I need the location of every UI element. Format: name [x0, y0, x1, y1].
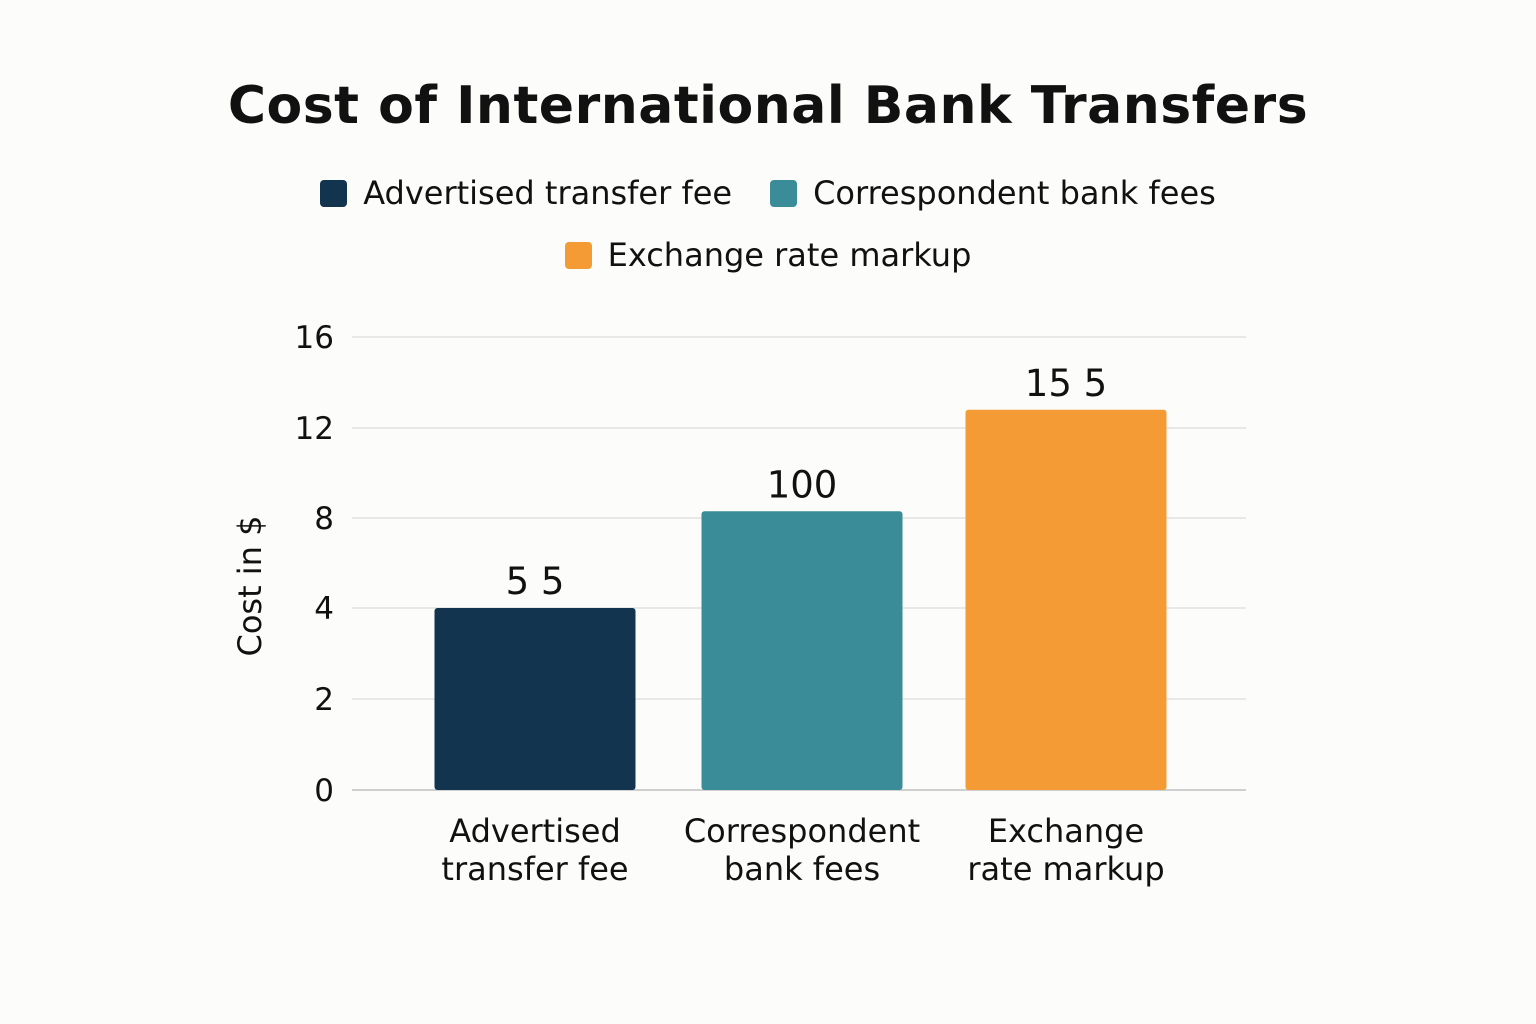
legend-item-correspondent: Correspondent bank fees	[770, 174, 1216, 212]
legend-row-2: Exchange rate markup	[0, 236, 1536, 274]
bar	[701, 511, 903, 790]
y-tick-label: 8	[314, 501, 334, 537]
x-tick-label: transfer fee	[441, 850, 628, 888]
data-label: 15 5	[1025, 362, 1107, 405]
legend-item-markup: Exchange rate markup	[564, 236, 972, 274]
legend-label-markup: Exchange rate markup	[607, 236, 972, 274]
y-tick-label: 0	[314, 773, 334, 809]
legend-swatch-correspondent	[770, 179, 798, 207]
chart-title: Cost of International Bank Transfers	[227, 76, 1309, 136]
y-tick-label: 12	[295, 411, 334, 447]
legend-swatch-markup	[564, 241, 592, 269]
y-tick-label: 2	[314, 682, 334, 718]
x-tick-label: Correspondent	[684, 812, 920, 850]
legend-item-advertised: Advertised transfer fee	[320, 174, 732, 212]
y-tick-label: 16	[295, 320, 334, 356]
x-tick-label: bank fees	[724, 850, 880, 888]
bar	[965, 409, 1167, 790]
y-tick-label: 4	[314, 591, 334, 627]
legend-label-correspondent: Correspondent bank fees	[813, 174, 1216, 212]
y-axis-label: Cost in $	[231, 515, 269, 656]
x-tick-label: Exchange	[988, 812, 1144, 850]
legend-label-advertised: Advertised transfer fee	[363, 174, 733, 212]
legend-swatch-advertised	[320, 179, 348, 207]
x-tick-label: rate markup	[967, 850, 1164, 888]
data-label: 5 5	[506, 560, 565, 603]
data-label: 100	[767, 463, 838, 506]
bar	[434, 608, 636, 790]
x-tick-label: Advertised	[449, 812, 621, 850]
legend-row-1: Advertised transfer fee Correspondent ba…	[0, 174, 1536, 212]
